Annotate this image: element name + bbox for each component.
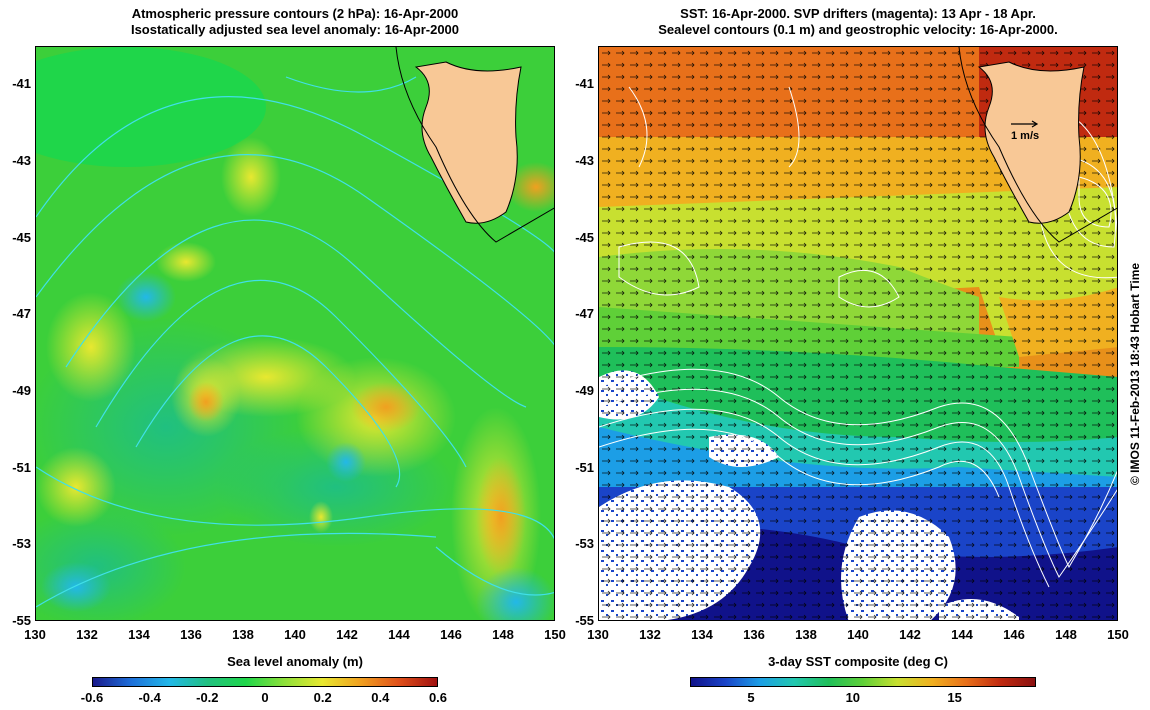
sea-level-anomaly-field bbox=[36, 47, 554, 620]
colorbar-tick-label: -0.4 bbox=[138, 690, 161, 705]
colorbar-tick-label: 0.4 bbox=[371, 690, 390, 705]
lon-tick-label: 134 bbox=[691, 627, 713, 642]
tasmania-land bbox=[958, 47, 1117, 243]
imos-credit: © IMOS 11-Feb-2013 18:43 Hobart Time bbox=[1128, 262, 1142, 485]
pressure-contours bbox=[36, 76, 554, 608]
lon-tick-label: 146 bbox=[1003, 627, 1025, 642]
lat-tick-label: -49 bbox=[12, 383, 31, 398]
lon-tick-label: 146 bbox=[440, 627, 462, 642]
colorbar-tick-label: 0.6 bbox=[428, 690, 448, 705]
lon-tick-label: 142 bbox=[899, 627, 921, 642]
lat-tick-label: -53 bbox=[12, 536, 31, 552]
lat-tick-label: -45 bbox=[12, 229, 31, 245]
right-title-line2: Sealevel contours (0.1 m) and geostrophi… bbox=[658, 22, 1058, 37]
colorbar-tick-label: 0.2 bbox=[313, 690, 332, 705]
lon-tick-label: 134 bbox=[128, 627, 150, 642]
sea-level-anomaly-map bbox=[35, 46, 555, 621]
lat-tick-label: -47 bbox=[12, 306, 31, 322]
tasmania-land bbox=[395, 47, 554, 243]
lon-tick-label: 140 bbox=[847, 627, 869, 642]
lat-tick-label: -55 bbox=[12, 613, 31, 628]
velocity-scale: 1 m/s bbox=[1011, 120, 1039, 142]
lat-tick-label: -45 bbox=[575, 229, 594, 245]
lat-tick-label: -43 bbox=[12, 153, 31, 168]
velocity-scale-arrow-icon bbox=[1011, 120, 1039, 128]
lon-tick-label: 144 bbox=[951, 627, 973, 642]
lat-tick-label: -49 bbox=[575, 383, 594, 398]
sst-field: 1 m/s bbox=[599, 47, 1117, 620]
lon-tick-label: 148 bbox=[1055, 627, 1077, 642]
right-colorbar-label: 3-day SST composite (deg C) bbox=[768, 654, 948, 669]
lat-tick-label: -47 bbox=[575, 306, 594, 322]
velocity-scale-label: 1 m/s bbox=[1011, 130, 1039, 142]
colorbar-tick-label: -0.6 bbox=[80, 690, 104, 705]
colorbar-tick-label: 0 bbox=[261, 690, 269, 705]
left-title-line1: Atmospheric pressure contours (2 hPa): 1… bbox=[131, 6, 459, 21]
lon-tick-label: 140 bbox=[284, 627, 306, 642]
lat-tick-label: -41 bbox=[12, 76, 31, 92]
lon-tick-label: 142 bbox=[336, 627, 358, 642]
left-title-line2: Isostatically adjusted sea level anomaly… bbox=[130, 22, 460, 37]
left-colorbar-label: Sea level anomaly (m) bbox=[227, 654, 363, 669]
colorbar-tick-label: 10 bbox=[845, 690, 861, 705]
lat-tick-label: -53 bbox=[575, 536, 594, 552]
lon-tick-label: 138 bbox=[232, 627, 254, 642]
lon-tick-label: 136 bbox=[743, 627, 765, 642]
lon-tick-label: 130 bbox=[24, 627, 46, 642]
lon-tick-label: 144 bbox=[388, 627, 410, 642]
lon-tick-label: 138 bbox=[795, 627, 817, 642]
lon-tick-label: 132 bbox=[76, 627, 98, 642]
lon-tick-label: 150 bbox=[1107, 627, 1129, 642]
lat-tick-label: -41 bbox=[575, 76, 594, 92]
lat-tick-label: -55 bbox=[575, 613, 594, 628]
colorbar-tick-label: 15 bbox=[947, 690, 962, 705]
right-title-line1: SST: 16-Apr-2000. SVP drifters (magenta)… bbox=[680, 6, 1036, 21]
lon-tick-label: 136 bbox=[180, 627, 202, 642]
lat-tick-label: -51 bbox=[12, 459, 31, 475]
colorbar-tick-label: -0.2 bbox=[196, 690, 219, 705]
sst-map: 1 m/s bbox=[598, 46, 1118, 621]
lon-tick-label: 130 bbox=[587, 627, 609, 642]
right-map-title: SST: 16-Apr-2000. SVP drifters (magenta)… bbox=[598, 6, 1118, 38]
colorbar-tick-label: 5 bbox=[747, 690, 755, 705]
lat-tick-label: -51 bbox=[575, 459, 594, 475]
sst-colorbar bbox=[690, 677, 1036, 687]
lon-tick-label: 150 bbox=[544, 627, 566, 642]
lon-tick-label: 132 bbox=[639, 627, 661, 642]
sea-level-colorbar bbox=[92, 677, 438, 687]
left-map-title: Atmospheric pressure contours (2 hPa): 1… bbox=[35, 6, 555, 38]
lon-tick-label: 148 bbox=[492, 627, 514, 642]
lat-tick-label: -43 bbox=[575, 153, 594, 168]
